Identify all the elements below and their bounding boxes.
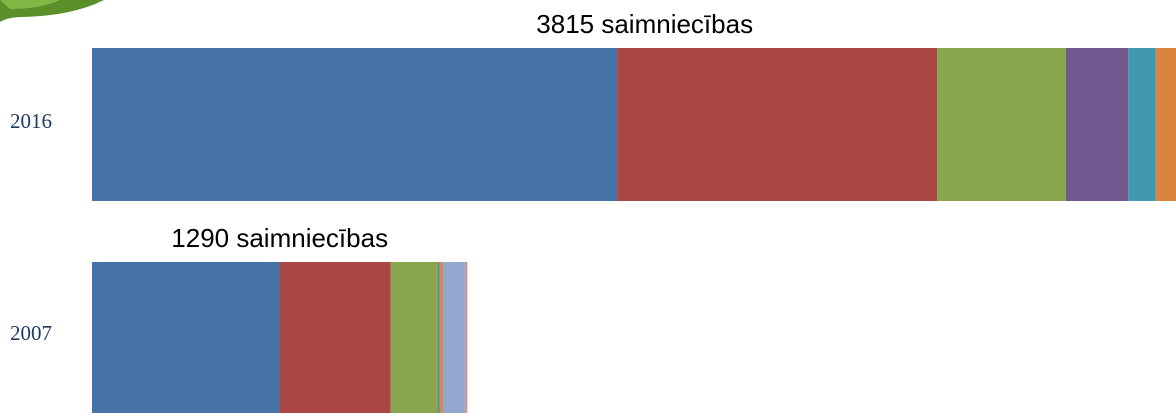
bar-segment-2007-5 bbox=[439, 262, 441, 413]
bar-segment-2007-3 bbox=[390, 262, 439, 413]
bar-segment-2007-8 bbox=[465, 262, 468, 413]
bar-segment-2016-4 bbox=[1066, 48, 1129, 201]
bar-segment-2007-4 bbox=[438, 262, 440, 413]
bar-segment-2007-2 bbox=[279, 262, 391, 413]
bar-segment-2007-7 bbox=[442, 262, 466, 413]
category-label-2007: 2007 bbox=[10, 321, 52, 345]
leaf-logo-corner bbox=[0, 0, 104, 22]
labels-layer: 2016 3815 saimniecības 2007 1290 saimniecīb… bbox=[10, 9, 753, 345]
total-label-2007: 1290 saimniecības bbox=[171, 223, 388, 253]
bar-segment-2016-1 bbox=[92, 48, 618, 201]
total-label-2016: 3815 saimniecības bbox=[536, 9, 753, 39]
bars-layer bbox=[92, 48, 1176, 413]
bar-segment-2016-3 bbox=[937, 48, 1067, 201]
bar-segment-2007-1 bbox=[92, 262, 280, 413]
category-label-2016: 2016 bbox=[10, 109, 52, 133]
bar-segment-2016-6 bbox=[1155, 48, 1176, 201]
bar-segment-2016-5 bbox=[1128, 48, 1156, 201]
bar-segment-2016-2 bbox=[617, 48, 938, 201]
bar-segment-2007-6 bbox=[440, 262, 443, 413]
